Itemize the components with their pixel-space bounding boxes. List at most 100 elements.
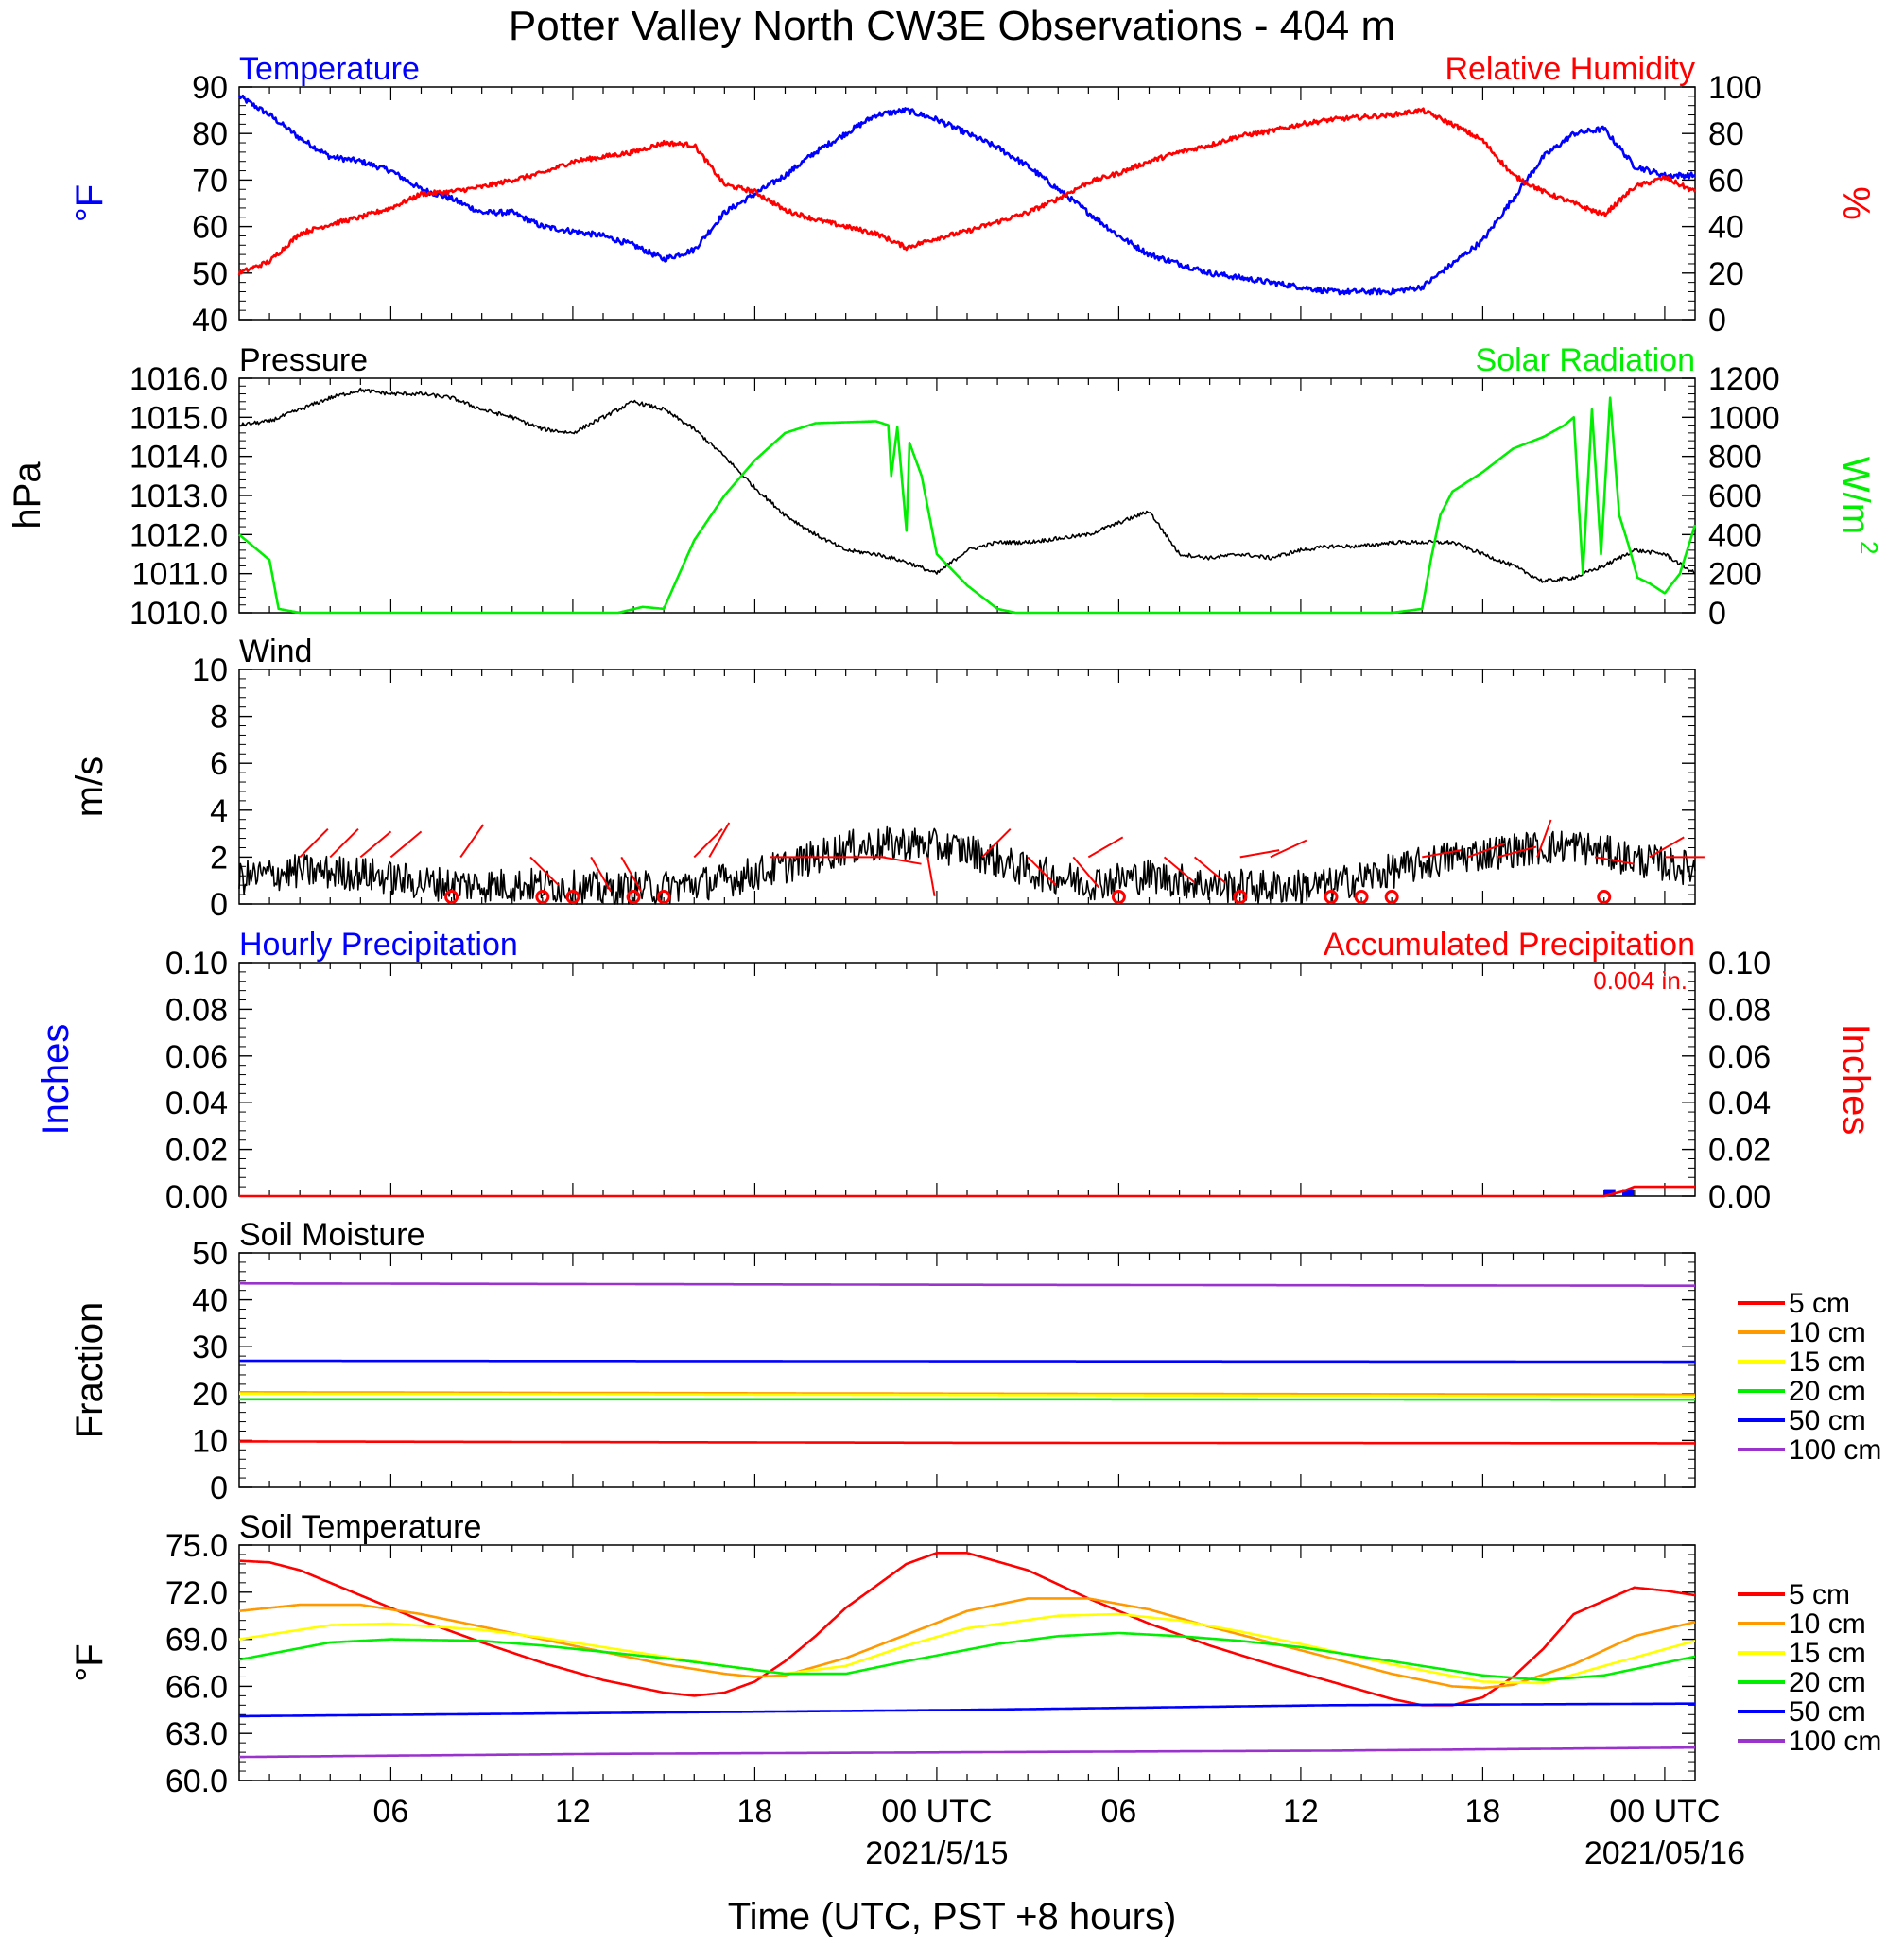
legend-label: 20 cm xyxy=(1789,1376,1866,1407)
panel-title-left: Wind xyxy=(239,634,312,669)
panel-title-right: Accumulated Precipitation xyxy=(1324,927,1695,963)
series-line-15-cm xyxy=(238,1392,1696,1399)
y-tick-label-right: 0.02 xyxy=(1708,1133,1771,1169)
hourly-precip-bar xyxy=(1603,1189,1616,1196)
legend-label: 10 cm xyxy=(1789,1317,1866,1348)
x-tick-label: 00 UTC xyxy=(1609,1794,1720,1830)
y-axis-label-left: Fraction xyxy=(69,1302,111,1439)
y-axis-label-left: °F xyxy=(69,1643,111,1681)
y-tick-label-right: 600 xyxy=(1708,478,1762,514)
panel-title-right: Solar Radiation xyxy=(1476,342,1695,378)
legend-label: 15 cm xyxy=(1789,1347,1866,1378)
y-tick-label: 70 xyxy=(192,163,228,199)
y-tick-label-right: 0 xyxy=(1708,596,1726,632)
y-tick-label-right: 0.08 xyxy=(1708,992,1771,1028)
wind-barb xyxy=(981,827,1012,859)
panel-title-left: Hourly Precipitation xyxy=(239,927,518,963)
wind-barb xyxy=(708,822,731,858)
y-tick-label: 0 xyxy=(210,887,228,923)
y-axis-label-left: °F xyxy=(69,184,111,222)
wind-barb xyxy=(1497,845,1537,859)
y-tick-label: 40 xyxy=(192,303,228,339)
y-tick-label: 90 xyxy=(192,70,228,106)
y-axis-label-right: Inches xyxy=(1835,1024,1877,1136)
y-tick-label-right: 0 xyxy=(1708,303,1726,339)
series-line-10-cm xyxy=(238,1597,1696,1690)
y-tick-label-right: 20 xyxy=(1708,256,1744,292)
panel-title-left: Soil Moisture xyxy=(239,1217,425,1253)
x-tick-label: 06 xyxy=(1101,1794,1137,1830)
y-tick-label: 1012.0 xyxy=(130,517,228,553)
wind-barb xyxy=(1422,849,1462,859)
calm-wind-marker xyxy=(1354,890,1369,905)
wind-barb xyxy=(926,857,936,896)
y-tick-label-right: 200 xyxy=(1708,557,1762,593)
y-tick-label: 1011.0 xyxy=(132,557,228,593)
y-axis-label-left: Inches xyxy=(35,1024,77,1136)
y-tick-label: 20 xyxy=(192,1377,228,1413)
wind-barb xyxy=(1467,843,1506,859)
series-line-temperature xyxy=(237,95,1696,296)
y-tick-label: 60 xyxy=(192,210,228,246)
wind-barb xyxy=(693,827,723,859)
calm-wind-marker xyxy=(1384,890,1399,905)
y-axis-label-right-superscript: 2 xyxy=(1855,541,1883,554)
panel-title-left: Pressure xyxy=(239,342,368,378)
y-tick-label: 0.04 xyxy=(165,1086,228,1121)
y-tick-label: 50 xyxy=(192,256,228,292)
y-tick-label-right: 1200 xyxy=(1708,361,1780,397)
panel-frame xyxy=(238,1544,1696,1781)
wind-barb xyxy=(389,830,423,859)
x-date-label: 2021/5/15 xyxy=(865,1835,1008,1871)
series-line-solar-radiation xyxy=(238,396,1697,615)
legend-label: 5 cm xyxy=(1789,1288,1850,1319)
wind-barb xyxy=(329,827,359,859)
wind-panel: 0 2 4 6 8 10 Wind m/s xyxy=(69,634,1705,923)
y-tick-label-right: 100 xyxy=(1708,70,1762,106)
legend-label: 20 cm xyxy=(1789,1667,1866,1698)
y-tick-label: 1013.0 xyxy=(130,478,228,514)
y-tick-label: 63.0 xyxy=(165,1716,228,1752)
y-tick-label: 1015.0 xyxy=(130,400,228,436)
calm-wind-marker xyxy=(565,890,580,905)
x-tick-label: 12 xyxy=(1283,1794,1319,1830)
y-tick-label-right: 0.06 xyxy=(1708,1039,1771,1075)
wind-barb xyxy=(1163,856,1196,884)
series-line-100-cm xyxy=(238,1746,1696,1759)
y-tick-label: 2 xyxy=(210,840,228,876)
legend-label: 50 cm xyxy=(1789,1696,1866,1728)
y-tick-label: 6 xyxy=(210,746,228,782)
hourly-precip-bar xyxy=(1622,1189,1634,1196)
y-tick-label: 1014.0 xyxy=(130,440,228,476)
y-tick-label: 10 xyxy=(192,652,228,688)
wind-barb xyxy=(299,827,329,859)
x-tick-label: 18 xyxy=(737,1794,773,1830)
wind-barb xyxy=(620,856,643,893)
y-tick-label: 1010.0 xyxy=(130,596,228,632)
series-line-15-cm xyxy=(238,1612,1696,1685)
time-axis: 06 12 18 00 UTC 2021/5/15 06 12 18 00 UTC 2021/05… xyxy=(373,1794,1745,1871)
wind-barb xyxy=(881,856,922,865)
panel-frame xyxy=(238,377,1696,614)
calm-wind-marker xyxy=(535,890,550,905)
y-tick-label: 66.0 xyxy=(165,1669,228,1705)
legend-label: 10 cm xyxy=(1789,1608,1866,1640)
series-line-5-cm xyxy=(238,1440,1696,1445)
series-line-50-cm xyxy=(238,1702,1696,1718)
accumulated-precip-line xyxy=(239,1185,1695,1198)
soil-temp-panel: 60.0 63.0 66.0 69.0 72.0 75.0 Soil Temperature… xyxy=(69,1509,1881,1799)
wind-barb xyxy=(529,856,560,886)
legend-label: 100 cm xyxy=(1789,1726,1881,1757)
y-tick-label-right: 1000 xyxy=(1708,400,1780,436)
wind-barb xyxy=(1594,856,1635,865)
y-tick-label: 0 xyxy=(210,1470,228,1506)
legend-label: 5 cm xyxy=(1789,1579,1850,1610)
y-tick-label: 0.10 xyxy=(165,946,228,982)
wind-barb xyxy=(590,856,613,893)
y-tick-label: 1016.0 xyxy=(130,361,228,397)
panel-frame xyxy=(238,669,1696,905)
panel-title-left: Temperature xyxy=(239,51,420,87)
wind-barb xyxy=(1087,836,1124,859)
